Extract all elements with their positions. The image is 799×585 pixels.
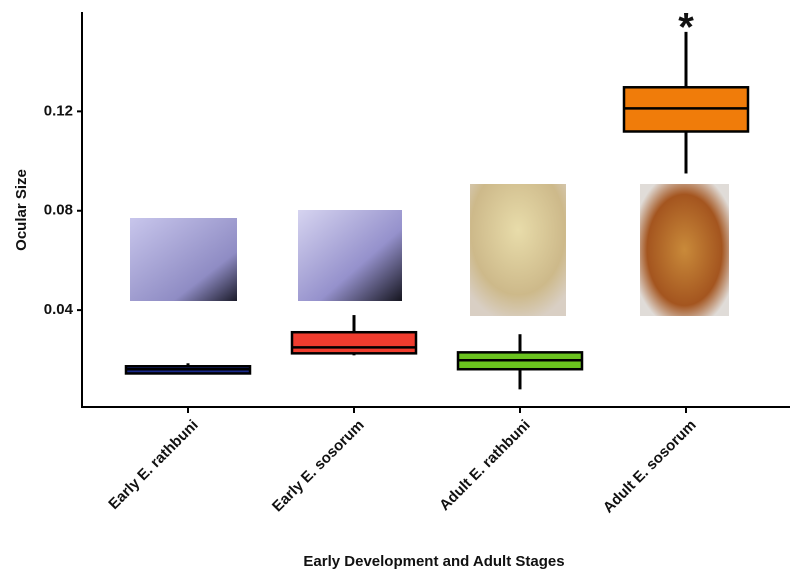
x-axis-title: Early Development and Adult Stages	[303, 553, 564, 570]
photo	[130, 218, 237, 301]
x-tick-label: Early E. sosorum	[269, 417, 368, 516]
y-tick-label: 0.08	[44, 202, 73, 219]
photo	[298, 210, 402, 301]
x-tick-label: Early E. rathbuni	[105, 417, 201, 513]
x-tick-label: Adult E. sosorum	[600, 417, 700, 517]
photo	[470, 184, 566, 316]
y-axis-title: Ocular Size	[13, 169, 30, 251]
x-tick-label: Adult E. rathbuni	[436, 417, 533, 514]
y-tick-label: 0.12	[44, 102, 73, 119]
photos	[130, 184, 729, 316]
y-tick-label: 0.04	[44, 301, 74, 318]
annotation: *	[678, 5, 694, 49]
box	[290, 330, 418, 355]
photo	[640, 184, 729, 316]
